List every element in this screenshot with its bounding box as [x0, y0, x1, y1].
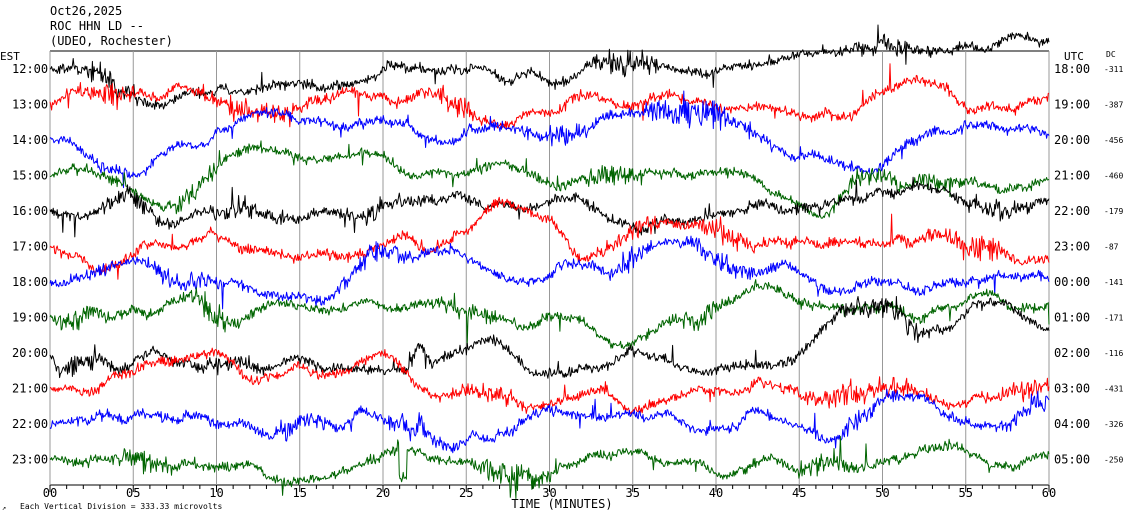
est-hour-label: 19:00: [12, 311, 48, 325]
utc-hour-label: 22:00: [1054, 204, 1090, 218]
utc-hour-label: 20:00: [1054, 133, 1090, 147]
dc-offset-label: -116: [1104, 349, 1123, 358]
est-hour-label: 21:00: [12, 382, 48, 396]
x-tick-label: 20: [376, 486, 390, 500]
utc-label: UTC: [1064, 50, 1084, 63]
utc-hour-label: 02:00: [1054, 346, 1090, 360]
dc-offset-label: -141: [1104, 278, 1123, 287]
dc-offset-label: -460: [1104, 172, 1123, 181]
utc-hour-label: 19:00: [1054, 98, 1090, 112]
x-axis-title: TIME (MINUTES): [511, 497, 612, 511]
station-location: (UDEO, Rochester): [50, 34, 173, 48]
x-tick-label: 00: [43, 486, 57, 500]
dc-offset-label: -179: [1104, 207, 1123, 216]
est-hour-label: 20:00: [12, 346, 48, 360]
dc-offset-label: -87: [1104, 243, 1119, 252]
utc-hour-label: 00:00: [1054, 275, 1090, 289]
x-tick-label: 45: [792, 486, 806, 500]
est-hour-label: 18:00: [12, 275, 48, 289]
utc-hour-label: 18:00: [1054, 62, 1090, 76]
scale-arrow-icon: ↗: [2, 504, 6, 512]
x-tick-label: 40: [709, 486, 723, 500]
est-hour-label: 23:00: [12, 453, 48, 467]
x-tick-label: 25: [459, 486, 473, 500]
est-hour-label: 12:00: [12, 62, 48, 76]
trace-line: [49, 90, 1050, 189]
x-tick-label: 30: [542, 486, 556, 500]
est-hour-label: 22:00: [12, 417, 48, 431]
dc-offset-label: -326: [1104, 420, 1123, 429]
est-hour-label: 15:00: [12, 169, 48, 183]
trace-line: [49, 176, 1050, 238]
dc-offset-label: -431: [1104, 385, 1123, 394]
trace-line: [49, 140, 1050, 219]
scale-note: Each Vertical Division = 333.33 microvol…: [20, 502, 222, 511]
utc-hour-label: 23:00: [1054, 240, 1090, 254]
trace-line: [49, 388, 1050, 454]
dc-offset-label: -250: [1104, 456, 1123, 465]
chart-date: Oct26,2025: [50, 4, 123, 18]
dc-offset-label: -311: [1104, 65, 1123, 74]
chart-grid: [49, 50, 1050, 492]
dc-offset-label: -387: [1104, 101, 1123, 110]
trace-line: [49, 436, 1050, 499]
utc-hour-label: 04:00: [1054, 417, 1090, 431]
x-tick-label: 50: [875, 486, 889, 500]
trace-line: [49, 296, 1050, 379]
dc-offset-label: -456: [1104, 136, 1123, 145]
est-hour-label: 17:00: [12, 240, 48, 254]
label-group: 00 05 10 15 20 25 30 35 40 45 50 55 60 EST UTC DC TIME (…: [0, 50, 1123, 512]
est-hour-label: 16:00: [12, 204, 48, 218]
trace-line: [49, 24, 1050, 110]
utc-hour-label: 03:00: [1054, 382, 1090, 396]
est-label: EST: [0, 50, 20, 63]
dc-label: DC: [1106, 50, 1116, 59]
x-tick-label: 05: [126, 486, 140, 500]
station-code: ROC HHN LD --: [50, 19, 144, 33]
utc-hour-label: 21:00: [1054, 169, 1090, 183]
trace-line: [49, 196, 1050, 280]
x-tick-label: 35: [626, 486, 640, 500]
trace-line: [49, 235, 1050, 310]
est-hour-label: 14:00: [12, 133, 48, 147]
x-tick-label: 15: [293, 486, 307, 500]
dc-offset-label: -171: [1104, 314, 1123, 323]
trace-group: [49, 24, 1050, 499]
x-tick-label: 60: [1042, 486, 1056, 500]
utc-hour-label: 05:00: [1054, 453, 1090, 467]
trace-line: [49, 63, 1050, 130]
utc-hour-label: 01:00: [1054, 311, 1090, 325]
est-hour-label: 13:00: [12, 98, 48, 112]
x-tick-label: 55: [959, 486, 973, 500]
x-tick-label: 10: [209, 486, 223, 500]
